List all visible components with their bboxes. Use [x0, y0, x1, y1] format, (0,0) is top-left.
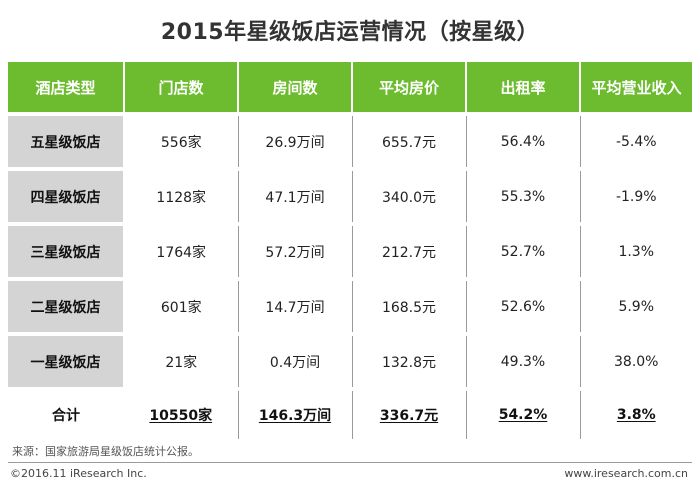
cell-room-count: 47.1万间 [238, 167, 353, 224]
header-occupancy-rate: 出租率 [466, 62, 581, 114]
copyright-text: ©2016.11 iResearch Inc. [10, 467, 147, 480]
header-avg-price: 平均房价 [352, 62, 467, 114]
row-label: 五星级饭店 [8, 112, 125, 169]
total-room-count-value: 146.3万间 [258, 408, 332, 424]
cell-store-count: 1128家 [124, 167, 239, 224]
total-row: 合计 10550家 146.3万间 336.7元 54.2% 3.8% [8, 387, 692, 439]
cell-avg-revenue: 38.0% [580, 332, 692, 389]
cell-occupancy-rate: 52.7% [466, 222, 581, 279]
row-label: 三星级饭店 [8, 222, 125, 279]
table-row: 二星级饭店 601家 14.7万间 168.5元 52.6% 5.9% [8, 277, 692, 334]
row-label: 二星级饭店 [8, 277, 125, 334]
page-title: 2015年星级饭店运营情况（按星级） [160, 20, 540, 45]
cell-avg-price: 340.0元 [352, 167, 467, 224]
cell-avg-price: 168.5元 [352, 277, 467, 334]
table-row: 三星级饭店 1764家 57.2万间 212.7元 52.7% 1.3% [8, 222, 692, 279]
total-avg-revenue-value: 3.8% [616, 407, 656, 423]
cell-room-count: 57.2万间 [238, 222, 353, 279]
table-row: 四星级饭店 1128家 47.1万间 340.0元 55.3% -1.9% [8, 167, 692, 224]
cell-occupancy-rate: 52.6% [466, 277, 581, 334]
header-store-count: 门店数 [124, 62, 239, 114]
header-room-count: 房间数 [238, 62, 353, 114]
cell-room-count: 0.4万间 [238, 332, 353, 389]
cell-store-count: 1764家 [124, 222, 239, 279]
cell-avg-revenue: 1.3% [580, 222, 692, 279]
cell-avg-price: 655.7元 [352, 112, 467, 169]
total-occupancy-rate-value: 54.2% [498, 407, 548, 423]
cell-room-count: 26.9万间 [238, 112, 353, 169]
header-avg-revenue: 平均营业收入 [580, 62, 692, 114]
cell-avg-revenue: -5.4% [580, 112, 692, 169]
cell-avg-revenue: 5.9% [580, 277, 692, 334]
row-label: 一星级饭店 [8, 332, 125, 389]
website-link: www.iresearch.com.cn [564, 467, 688, 480]
total-avg-price: 336.7元 [352, 387, 467, 439]
total-label: 合计 [8, 387, 124, 439]
table-row: 五星级饭店 556家 26.9万间 655.7元 56.4% -5.4% [8, 112, 692, 169]
cell-occupancy-rate: 56.4% [466, 112, 581, 169]
table-header-row: 酒店类型 门店数 房间数 平均房价 出租率 平均营业收入 [8, 62, 692, 114]
cell-avg-price: 212.7元 [352, 222, 467, 279]
cell-occupancy-rate: 49.3% [466, 332, 581, 389]
total-occupancy-rate: 54.2% [466, 387, 581, 439]
footer-divider [8, 462, 692, 463]
cell-store-count: 21家 [124, 332, 239, 389]
total-room-count: 146.3万间 [238, 387, 353, 439]
total-avg-price-value: 336.7元 [379, 408, 439, 424]
cell-occupancy-rate: 55.3% [466, 167, 581, 224]
total-store-count: 10550家 [124, 387, 239, 439]
source-note: 来源：国家旅游局星级饭店统计公报。 [12, 445, 199, 458]
total-store-count-value: 10550家 [149, 408, 213, 424]
row-label: 四星级饭店 [8, 167, 125, 224]
hotel-operations-table: 酒店类型 门店数 房间数 平均房价 出租率 平均营业收入 五星级饭店 556家 … [8, 62, 692, 439]
table-row: 一星级饭店 21家 0.4万间 132.8元 49.3% 38.0% [8, 332, 692, 389]
total-avg-revenue: 3.8% [580, 387, 692, 439]
cell-avg-price: 132.8元 [352, 332, 467, 389]
cell-store-count: 556家 [124, 112, 239, 169]
header-hotel-type: 酒店类型 [8, 62, 125, 114]
cell-store-count: 601家 [124, 277, 239, 334]
cell-avg-revenue: -1.9% [580, 167, 692, 224]
cell-room-count: 14.7万间 [238, 277, 353, 334]
